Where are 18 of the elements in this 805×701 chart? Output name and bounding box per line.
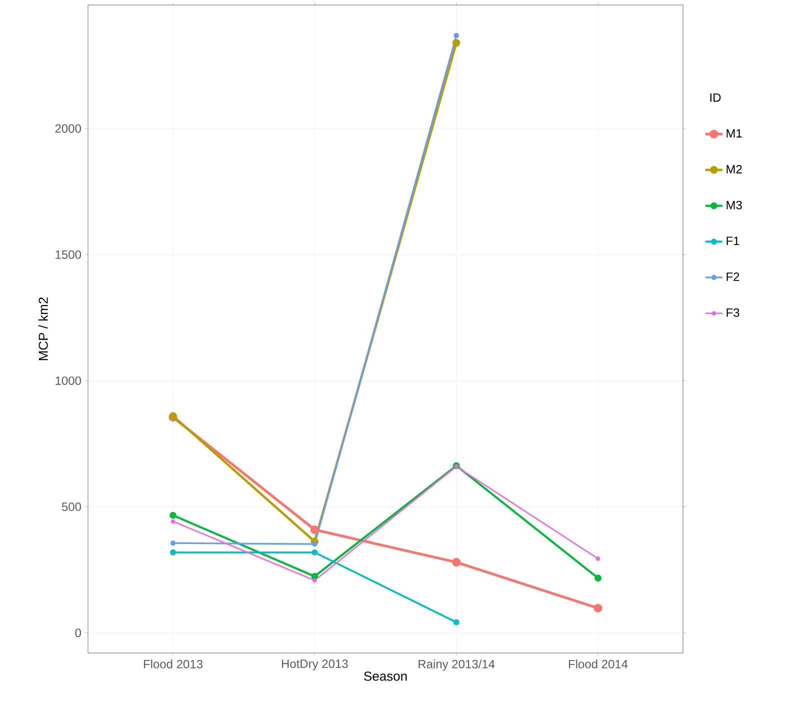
legend-title: ID bbox=[710, 93, 721, 102]
y-tick-label: 2000 bbox=[55, 124, 81, 133]
x-axis-title: Season bbox=[364, 672, 407, 681]
legend-label: M1 bbox=[726, 129, 742, 138]
legend-label: F1 bbox=[726, 236, 740, 245]
y-axis-title: MCP / km2 bbox=[38, 298, 48, 360]
x-tick-label: Flood 2014 bbox=[568, 660, 628, 668]
y-tick-label: 1500 bbox=[56, 250, 81, 259]
y-tick-label: 1000 bbox=[56, 376, 81, 385]
legend-label: M2 bbox=[726, 164, 742, 174]
legend-label: M3 bbox=[726, 200, 742, 210]
x-tick-label: HotDry 2013 bbox=[282, 660, 348, 670]
legend-label: F2 bbox=[726, 272, 740, 281]
y-tick-label: 0 bbox=[75, 628, 82, 638]
legend-label: F3 bbox=[726, 308, 740, 317]
y-tick-label: 500 bbox=[62, 502, 81, 511]
x-tick-label: Rainy 2013/14 bbox=[418, 660, 495, 671]
x-tick-label: Flood 2013 bbox=[144, 660, 202, 668]
